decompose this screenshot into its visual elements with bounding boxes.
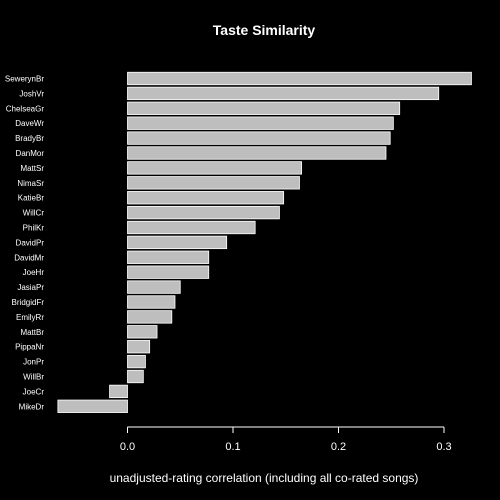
category-label-chelseagr: ChelseaGr	[6, 104, 45, 113]
bar-joecr	[109, 384, 128, 399]
category-label-mattbr: MattBr	[20, 328, 44, 337]
bar-davewr	[127, 116, 394, 130]
bars-group	[57, 71, 472, 413]
x-axis: 0.0 0.1 0.2 0.3	[120, 426, 452, 453]
bar-bradybr	[127, 131, 391, 145]
category-label-sewerynbr: SewerynBr	[5, 75, 44, 84]
category-label-jonpr: JonPr	[23, 358, 44, 367]
bar-bridgidfr	[127, 295, 176, 309]
category-label-davidpr: DavidPr	[16, 238, 45, 247]
category-label-joshvr: JoshVr	[19, 89, 44, 98]
x-axis-label: unadjusted-rating correlation (including…	[110, 471, 419, 485]
bar-chelseagr	[127, 101, 401, 115]
category-label-davewr: DaveWr	[15, 119, 44, 128]
bar-mattbr	[127, 325, 158, 339]
x-tick-label: 0.1	[225, 441, 240, 453]
category-labels: SewerynBr JoshVr ChelseaGr DaveWr BradyBr Dan…	[5, 75, 44, 412]
bar-joehr	[127, 265, 210, 279]
chart-title: Taste Similarity	[213, 22, 316, 38]
bar-philkr	[127, 220, 256, 235]
x-tick-label: 0.0	[120, 441, 135, 453]
category-label-joecr: JoeCr	[23, 387, 45, 396]
bar-mattsr	[127, 161, 302, 175]
bar-katiebr	[127, 191, 285, 205]
bar-davidpr	[127, 235, 228, 250]
category-label-nimasr: NimaSr	[17, 179, 44, 188]
category-label-willbr: WillBr	[23, 373, 44, 382]
bar-nimasr	[127, 176, 300, 190]
bar-danmor	[127, 146, 387, 160]
bar-joshvr	[127, 86, 440, 101]
category-label-pippanr: PippaNr	[15, 343, 44, 352]
bar-willcr	[127, 205, 280, 220]
category-label-willcr: WillCr	[23, 209, 45, 218]
category-label-mikedr: MikeDr	[19, 402, 45, 411]
category-label-emilyrr: EmilyRr	[16, 313, 44, 322]
bar-sewerynbr	[127, 71, 472, 86]
category-label-bridgidfr: BridgidFr	[12, 298, 45, 307]
category-label-bradybr: BradyBr	[15, 134, 44, 143]
bar-willbr	[127, 369, 144, 384]
x-tick-label: 0.3	[436, 441, 451, 453]
bar-mikedr	[57, 399, 128, 413]
x-tick-label: 0.2	[331, 441, 346, 453]
category-label-katiebr: KatieBr	[18, 194, 45, 203]
bar-jonpr	[127, 354, 146, 369]
category-label-jasiapr: JasiaPr	[17, 283, 44, 292]
category-label-joehr: JoeHr	[23, 268, 45, 277]
bar-emilyrr	[127, 310, 173, 324]
category-label-philkr: PhilKr	[23, 224, 45, 233]
bar-pippanr	[127, 340, 151, 354]
bar-jasiapr	[127, 280, 181, 294]
category-label-danmor: DanMor	[16, 149, 45, 158]
category-label-mattsr: MattSr	[20, 164, 44, 173]
bar-davidmr	[127, 250, 210, 264]
category-label-davidmr: DavidMr	[14, 253, 44, 262]
